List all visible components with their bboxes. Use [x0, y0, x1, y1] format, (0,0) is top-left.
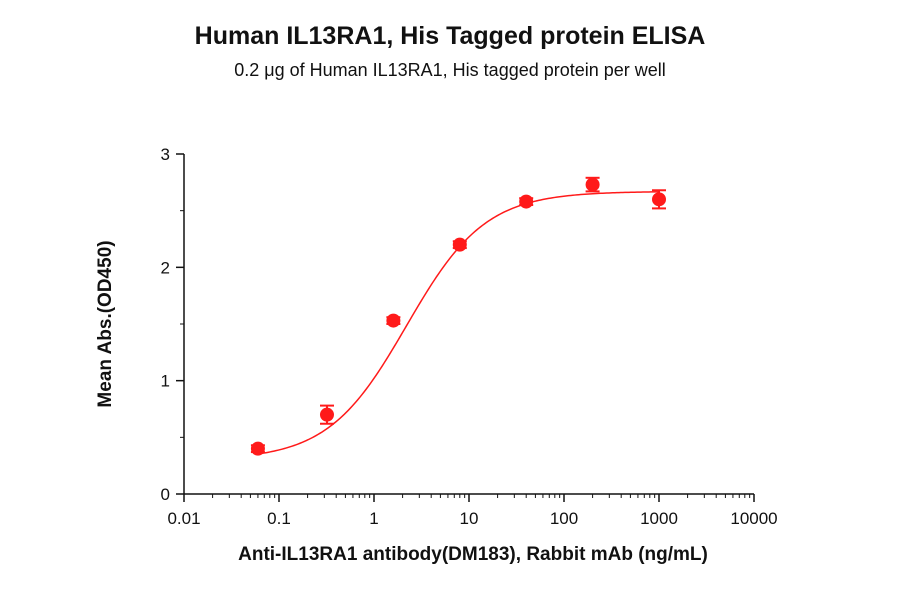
data-marker [652, 192, 666, 207]
y-tick-label: 0 [161, 485, 170, 504]
data-point [386, 313, 401, 328]
data-point [585, 176, 600, 193]
x-tick-label: 1000 [640, 509, 678, 528]
x-tick-label: 10 [460, 509, 479, 528]
data-marker [319, 407, 334, 422]
x-tick-label: 0.01 [167, 509, 200, 528]
data-marker [585, 177, 600, 192]
data-point [652, 189, 666, 210]
chart-title: Human IL13RA1, His Tagged protein ELISA [194, 22, 706, 50]
data-points-layer [250, 176, 666, 456]
data-point [452, 237, 467, 252]
data-point [319, 404, 334, 425]
data-marker [386, 313, 401, 328]
data-point [519, 194, 534, 209]
y-tick-label: 3 [161, 145, 170, 164]
y-tick-label: 1 [161, 372, 170, 391]
axes: 0.01 0.1 1 10 100 1000 10000 0 1 2 3 [161, 145, 778, 528]
data-marker [452, 237, 467, 252]
y-axis-title: Mean Abs.(OD450) [95, 240, 116, 407]
x-tick-label: 1 [369, 509, 378, 528]
fit-curve [257, 191, 660, 455]
x-tick-label: 10000 [730, 509, 777, 528]
y-tick-label: 2 [161, 258, 170, 277]
x-tick-label: 100 [550, 509, 578, 528]
data-marker [250, 441, 265, 456]
data-marker [519, 194, 534, 209]
x-tick-label: 0.1 [267, 509, 291, 528]
data-point [250, 441, 265, 456]
chart-subtitle: 0.2 μg of Human IL13RA1, His tagged prot… [234, 60, 666, 80]
fit-curve-layer [257, 191, 660, 455]
x-axis-title: Anti-IL13RA1 antibody(DM183), Rabbit mAb… [238, 544, 708, 565]
